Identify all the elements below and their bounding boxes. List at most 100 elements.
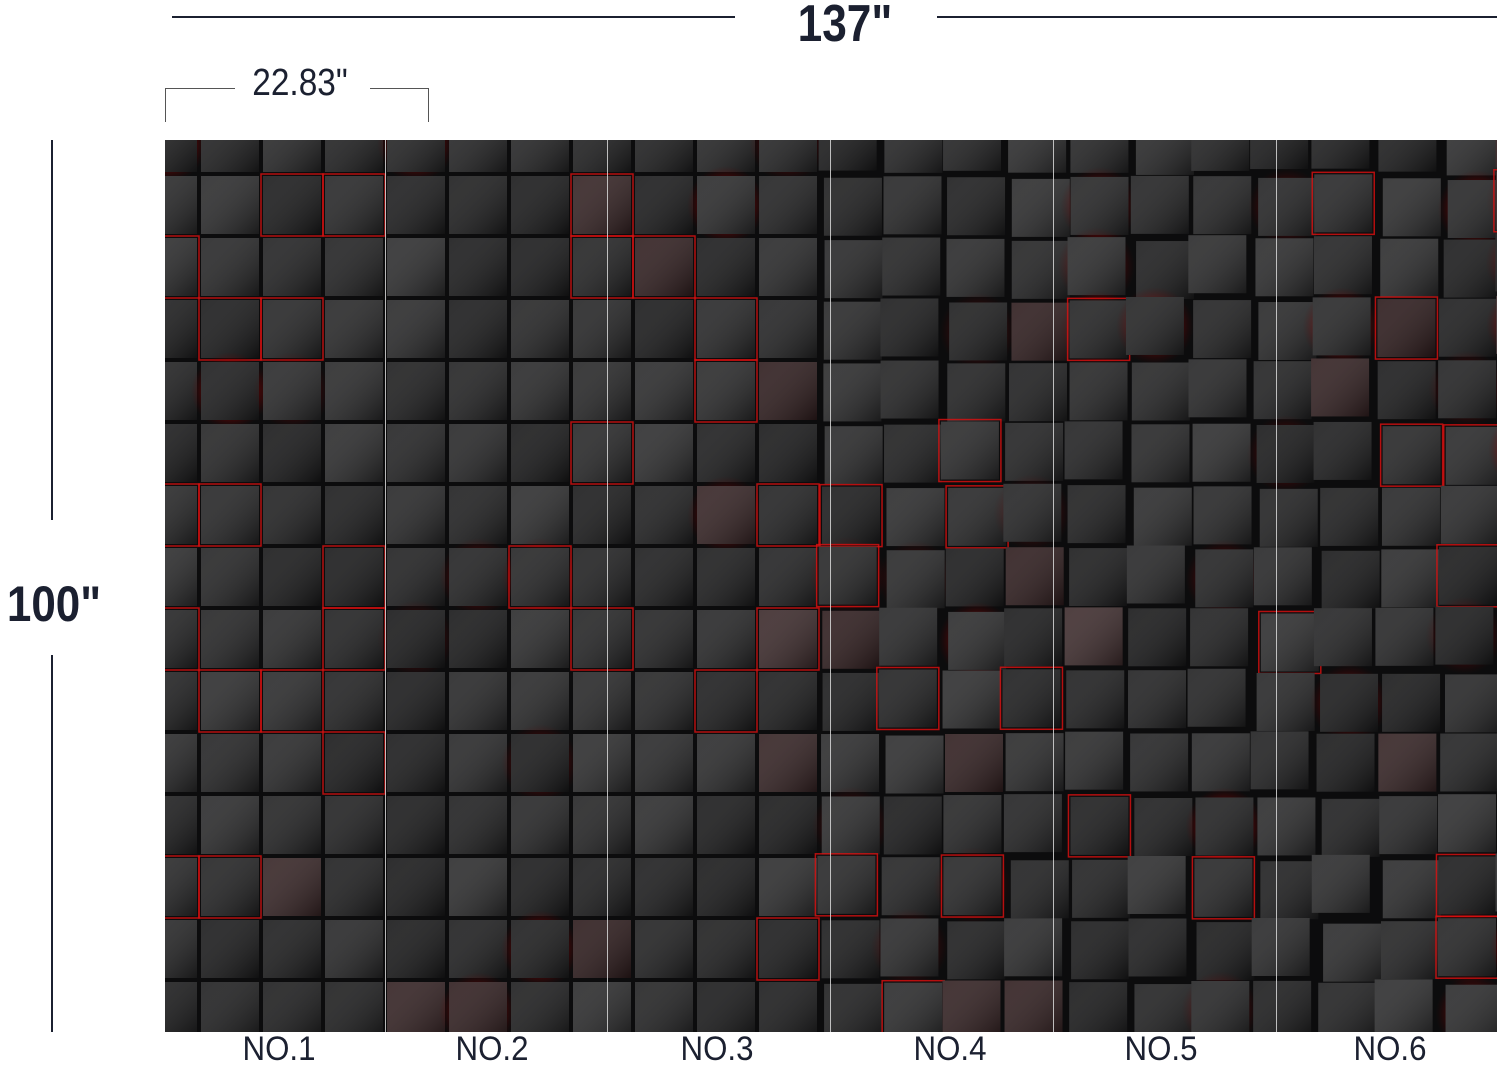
cube-shading bbox=[1495, 853, 1497, 911]
cube-shading bbox=[697, 238, 755, 296]
cube-shading bbox=[1435, 607, 1493, 665]
panel-divider bbox=[1276, 140, 1277, 1032]
cube-shading bbox=[573, 176, 631, 234]
cube-shading bbox=[325, 362, 383, 420]
mural-image bbox=[165, 140, 1497, 1032]
cube-shading bbox=[697, 672, 755, 730]
cube-shading bbox=[511, 734, 569, 792]
cube-shading bbox=[1191, 981, 1249, 1032]
cube-shading bbox=[943, 140, 1001, 171]
panel-width-bracket-left bbox=[165, 88, 235, 89]
total-height-label: 100" bbox=[1, 575, 107, 633]
cube-shading bbox=[263, 238, 321, 296]
panel-label-2: NO.2 bbox=[390, 1030, 594, 1069]
cube-shading bbox=[759, 424, 817, 482]
cube-shading bbox=[1128, 918, 1186, 976]
cube-shading bbox=[635, 362, 693, 420]
cube-shading bbox=[635, 858, 693, 916]
cube-shading bbox=[165, 548, 197, 606]
panel-label-1: NO.1 bbox=[177, 1030, 381, 1069]
cube-shading bbox=[1438, 918, 1496, 976]
cube-shading bbox=[573, 300, 631, 358]
cube-shading bbox=[635, 920, 693, 978]
cube-shading bbox=[325, 734, 383, 792]
cube-shading bbox=[201, 238, 259, 296]
cube-shading bbox=[882, 857, 940, 915]
cube-shading bbox=[387, 176, 445, 234]
cube-shading bbox=[201, 672, 259, 730]
cube-shading bbox=[883, 176, 941, 234]
cube-shading bbox=[1250, 140, 1308, 169]
cube-shading bbox=[449, 548, 507, 606]
cube-shading bbox=[945, 734, 1003, 792]
cube-shading bbox=[511, 672, 569, 730]
cube-shading bbox=[263, 362, 321, 420]
cube-shading bbox=[201, 920, 259, 978]
cube-shading bbox=[325, 610, 383, 668]
cube-shading bbox=[947, 177, 1005, 235]
cube-shading bbox=[511, 610, 569, 668]
cube-shading bbox=[573, 424, 631, 482]
cube-shading bbox=[635, 672, 693, 730]
cube-shading bbox=[387, 982, 445, 1032]
cube-shading bbox=[1006, 733, 1064, 791]
cube-shading bbox=[511, 362, 569, 420]
cube-shading bbox=[165, 734, 197, 792]
cube-shading bbox=[1190, 608, 1248, 666]
cube-shading bbox=[1311, 358, 1369, 416]
cube-shading bbox=[325, 424, 383, 482]
cube-shading bbox=[635, 300, 693, 358]
cube-shading bbox=[387, 734, 445, 792]
cube-shading bbox=[1193, 424, 1251, 482]
cube-shading bbox=[387, 300, 445, 358]
cube-shading bbox=[1317, 734, 1375, 792]
cube-shading bbox=[165, 140, 197, 172]
cube-shading bbox=[1314, 422, 1372, 480]
cube-shading bbox=[819, 140, 877, 171]
cube-shading bbox=[635, 796, 693, 854]
cube-shading bbox=[1070, 797, 1128, 855]
cube-shading bbox=[697, 300, 755, 358]
cube-shading bbox=[1006, 547, 1064, 605]
cube-shading bbox=[880, 918, 938, 976]
width-dimension-line-left bbox=[172, 16, 735, 18]
cube-shading bbox=[825, 240, 883, 298]
cube-shading bbox=[201, 610, 259, 668]
red-glow bbox=[1495, 477, 1497, 555]
cube-shading bbox=[263, 176, 321, 234]
cube-shading bbox=[1188, 235, 1246, 293]
cube-shading bbox=[1378, 734, 1436, 792]
cube-shading bbox=[201, 424, 259, 482]
cube-shading bbox=[1438, 794, 1496, 852]
cube-shading bbox=[886, 488, 944, 546]
cube-shading bbox=[759, 486, 817, 544]
cube-shading bbox=[697, 610, 755, 668]
panel-divider bbox=[830, 140, 831, 1032]
cube-shading bbox=[263, 548, 321, 606]
cube-shading bbox=[1382, 488, 1440, 546]
cube-shading bbox=[165, 858, 197, 916]
cube-shading bbox=[201, 300, 259, 358]
cube-shading bbox=[697, 796, 755, 854]
cube-shading bbox=[511, 920, 569, 978]
cube-shading bbox=[387, 486, 445, 544]
cube-shading bbox=[573, 982, 631, 1032]
cube-shading bbox=[1195, 797, 1253, 855]
cube-shading bbox=[1134, 488, 1192, 546]
cube-shading bbox=[573, 796, 631, 854]
cube-shading bbox=[511, 140, 569, 172]
panel-width-bracket-right bbox=[370, 88, 428, 89]
cube-shading bbox=[165, 610, 197, 668]
cube-shading bbox=[759, 858, 817, 916]
cube-shading bbox=[823, 673, 881, 731]
cube-shading bbox=[947, 363, 1005, 421]
cube-shading bbox=[1131, 424, 1189, 482]
cube-shading bbox=[325, 486, 383, 544]
cube-shading bbox=[573, 858, 631, 916]
cube-shading bbox=[201, 858, 259, 916]
cube-shading bbox=[573, 140, 631, 172]
cube-shading bbox=[946, 548, 1004, 606]
cube-shading bbox=[1132, 362, 1190, 420]
cube-shading bbox=[511, 300, 569, 358]
cube-shading bbox=[1254, 361, 1312, 419]
